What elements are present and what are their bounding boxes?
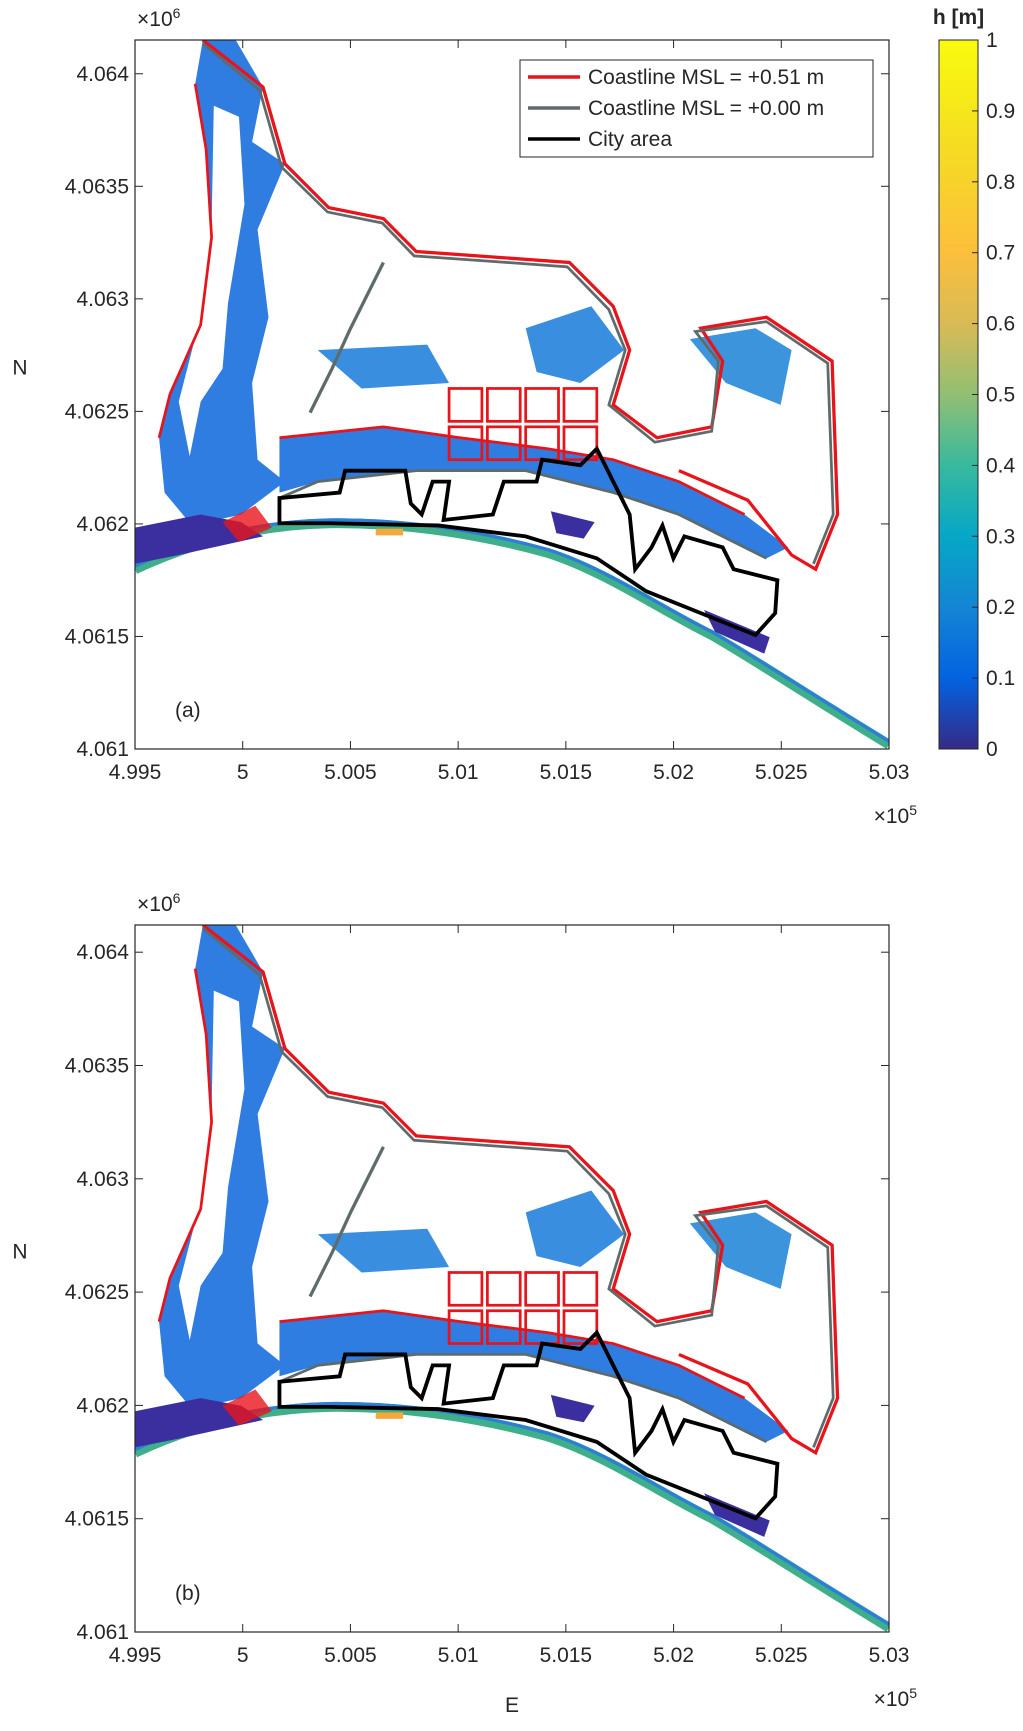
multiplier-exponent: 5 [909,802,917,818]
colorbar-tick-label: 0.1 [986,667,1015,690]
x-tick-label: 5.02 [653,1644,694,1667]
colorbar-tick-label: 0 [986,738,998,761]
colorbar-tick-label: 0.9 [986,100,1015,123]
x-tick-label: 5 [237,1644,249,1667]
axes-frame [134,39,890,750]
y-tick-label: 4.063 [76,288,129,311]
axis-multiplier: ×105 [874,1685,918,1711]
map-image [135,925,889,1628]
multiplier-base: ×10 [874,1688,910,1711]
axis-multiplier: ×106 [137,5,181,31]
y-tick-label: 4.062 [76,513,129,536]
x-tick-label: 5.01 [438,761,479,784]
x-tick-label: 5.005 [324,761,377,784]
multiplier-exponent: 5 [909,1685,917,1701]
axis-multiplier: ×105 [874,802,918,828]
x-tick-label: 5.02 [653,761,694,784]
x-tick-label: 4.995 [109,1644,162,1667]
colorbar-tick-label: 0.4 [986,454,1016,477]
multiplier-exponent: 6 [173,5,181,21]
x-tick-label: 5.005 [324,1644,377,1667]
colorbar-tick-label: 0.3 [986,525,1015,548]
y-tick-label: 4.0615 [65,625,129,648]
x-tick-label: 5.015 [540,761,593,784]
colorbar-tick-label: 1 [986,29,998,52]
y-tick-label: 4.0625 [65,400,129,423]
legend-entry: City area [588,128,672,151]
y-tick-label: 4.064 [76,63,129,86]
y-tick-label: 4.063 [76,1168,129,1191]
panel-label: (b) [175,1582,201,1605]
y-tick-label: 4.061 [76,1621,129,1644]
y-tick-label: 4.0635 [65,175,129,198]
legend-entry: Coastline MSL = +0.51 m [588,66,824,89]
x-tick-label: 4.995 [109,761,162,784]
x-tick-label: 5.025 [755,761,808,784]
x-tick-label: 5 [237,761,249,784]
x-tick-label: 5.03 [869,1644,910,1667]
y-tick-label: 4.0635 [65,1054,129,1077]
colorbar [938,39,979,750]
multiplier-base: ×10 [137,8,173,31]
x-axis-label: E [505,1694,519,1717]
axes-frame [134,924,890,1633]
legend-entry: Coastline MSL = +0.00 m [588,97,824,120]
y-axis-label: N [12,357,27,380]
multiplier-exponent: 6 [173,890,181,906]
x-tick-label: 5.025 [755,1644,808,1667]
colorbar-tick-label: 0.8 [986,171,1015,194]
multiplier-base: ×10 [137,893,173,916]
y-tick-label: 4.0615 [65,1508,129,1531]
y-tick-label: 4.062 [76,1394,129,1417]
x-tick-label: 5.015 [540,1644,593,1667]
colorbar-tick-label: 0.2 [986,596,1015,619]
colorbar-label: h [m] [933,6,984,29]
y-tick-label: 4.0625 [65,1281,129,1304]
y-axis-label: N [12,1241,27,1264]
axis-multiplier: ×106 [137,890,181,916]
y-tick-label: 4.061 [76,738,129,761]
multiplier-base: ×10 [874,805,910,828]
colorbar-tick-label: 0.6 [986,313,1015,336]
x-tick-label: 5.01 [438,1644,479,1667]
x-tick-label: 5.03 [869,761,910,784]
colorbar-tick-label: 0.5 [986,384,1015,407]
panel-label: (a) [175,699,201,722]
y-tick-label: 4.064 [76,941,129,964]
colorbar-tick-label: 0.7 [986,242,1015,265]
